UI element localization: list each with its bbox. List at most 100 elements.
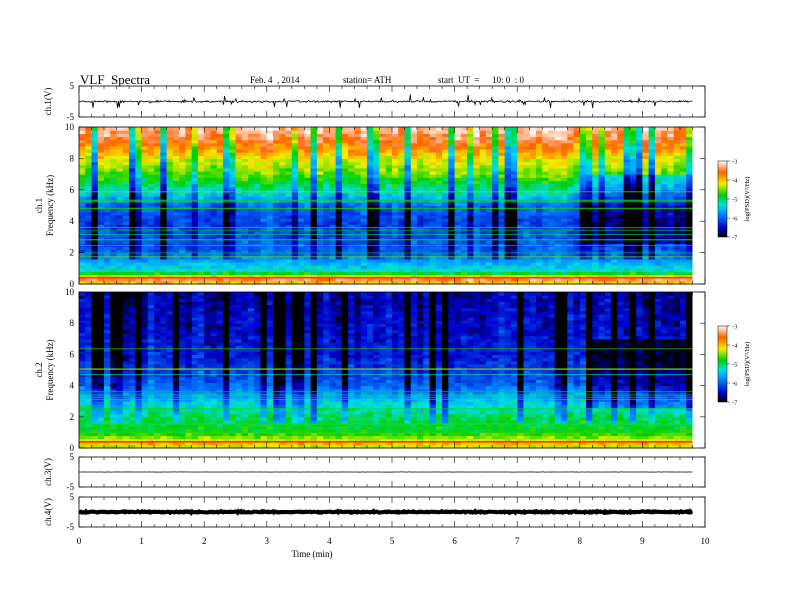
spectrogram-cell bbox=[110, 208, 118, 213]
spectrogram-cell bbox=[629, 161, 637, 166]
spectrogram-cell bbox=[504, 155, 512, 159]
spectrogram-cell bbox=[667, 249, 675, 254]
spectrogram-cell bbox=[454, 230, 462, 235]
spectrogram-cell bbox=[604, 170, 612, 175]
spectrogram-cell bbox=[467, 192, 474, 197]
spectrogram-cell bbox=[241, 236, 249, 241]
spectrogram-cell bbox=[141, 148, 149, 153]
spectrogram-cell bbox=[623, 152, 631, 156]
spectrogram-cell bbox=[679, 127, 687, 131]
spectrogram-cell bbox=[385, 139, 393, 144]
spectrogram-cell bbox=[667, 265, 675, 269]
spectrogram-cell bbox=[122, 205, 130, 210]
spectrogram-cell bbox=[473, 233, 481, 238]
spectrogram-cell bbox=[561, 277, 568, 282]
spectrogram-cell bbox=[567, 236, 575, 241]
spectrogram-cell bbox=[473, 268, 481, 273]
spectrogram-cell bbox=[248, 214, 255, 219]
spectrogram-cell bbox=[592, 177, 600, 181]
spectrogram-cell bbox=[273, 252, 280, 257]
spectrogram-cell bbox=[679, 164, 687, 169]
spectrogram-cell bbox=[498, 148, 506, 153]
spectrogram-cell bbox=[548, 230, 556, 235]
spectrogram-cell bbox=[592, 246, 600, 251]
spectrogram-cell bbox=[604, 258, 612, 263]
spectrogram-cell bbox=[667, 139, 675, 144]
spectrogram-cell bbox=[567, 227, 575, 232]
spectrogram-cell bbox=[510, 277, 518, 282]
spectrogram-cell bbox=[229, 167, 237, 172]
spectrogram-cell bbox=[385, 196, 393, 200]
spectrogram-cell bbox=[579, 180, 587, 185]
spectrogram-cell bbox=[648, 192, 656, 197]
spectrogram-cell bbox=[454, 280, 462, 285]
spectrogram-cell bbox=[404, 161, 412, 166]
spectrogram-cell bbox=[504, 211, 512, 216]
spectrogram-cell bbox=[335, 214, 343, 219]
spectrogram-cell bbox=[686, 208, 694, 213]
spectrogram-cell bbox=[104, 127, 111, 131]
spectrogram-cell bbox=[454, 211, 462, 216]
spectrogram-cell bbox=[542, 152, 550, 156]
spectrogram-cell bbox=[429, 127, 437, 131]
spectrogram-cell bbox=[379, 252, 387, 257]
spectrogram-cell bbox=[410, 145, 418, 150]
spectrogram-cell bbox=[611, 274, 618, 279]
spectrogram-cell bbox=[197, 170, 205, 175]
spectrogram-cell bbox=[323, 224, 330, 229]
spectrogram-cell bbox=[523, 274, 531, 279]
spectrogram-cell bbox=[686, 202, 694, 207]
spectrogram-cell bbox=[617, 227, 625, 232]
spectrogram-cell bbox=[191, 224, 199, 229]
spectrogram-cell bbox=[135, 183, 143, 188]
spectrogram-cell bbox=[423, 218, 431, 222]
spectrogram-cell bbox=[122, 174, 130, 178]
spectrogram-cell bbox=[542, 246, 550, 251]
spectrogram-cell bbox=[510, 196, 518, 200]
spectrogram-cell bbox=[116, 148, 124, 153]
spectrogram-cell bbox=[97, 139, 105, 144]
spectrogram-cell bbox=[435, 158, 443, 163]
spectrogram-cell bbox=[354, 262, 362, 266]
spectrogram-cell bbox=[535, 208, 543, 213]
spectrogram-cell bbox=[91, 252, 99, 257]
spectrogram-cell bbox=[686, 277, 694, 282]
spectrogram-cell bbox=[485, 139, 493, 144]
spectrogram-cell bbox=[335, 152, 343, 156]
spectrogram-cell bbox=[85, 170, 93, 175]
spectrogram-cell bbox=[248, 164, 255, 169]
spectrogram-cell bbox=[335, 252, 343, 257]
spectrogram-cell bbox=[104, 158, 111, 163]
spectrogram-cell bbox=[561, 196, 568, 200]
spectrogram-cell bbox=[529, 280, 537, 285]
spectrogram-cell bbox=[79, 177, 86, 181]
spectrogram-cell bbox=[504, 205, 512, 210]
spectrogram-cell bbox=[410, 170, 418, 175]
spectrogram-cell bbox=[379, 240, 387, 244]
spectrogram-cell bbox=[679, 274, 687, 279]
spectrogram-cell bbox=[185, 227, 193, 232]
spectrogram-cell bbox=[229, 152, 237, 156]
spectrogram-cell bbox=[517, 227, 525, 232]
spectrogram-cell bbox=[291, 142, 299, 147]
spectrogram-cell bbox=[254, 196, 262, 200]
spectrogram-cell bbox=[642, 139, 650, 144]
spectrogram-cell bbox=[141, 221, 149, 225]
spectrogram-cell bbox=[166, 177, 174, 181]
spectrogram-cell bbox=[116, 196, 124, 200]
spectrogram-cell bbox=[179, 214, 187, 219]
spectrogram-cell bbox=[172, 202, 180, 207]
spectrogram-cell bbox=[273, 192, 280, 197]
spectrogram-cell bbox=[492, 268, 500, 273]
spectrogram-cell bbox=[654, 221, 662, 225]
spectrogram-cell bbox=[298, 230, 305, 235]
spectrogram-cell bbox=[667, 127, 675, 131]
spectrogram-cell bbox=[473, 221, 481, 225]
spectrogram-cell bbox=[147, 167, 155, 172]
spectrogram-cell bbox=[479, 214, 487, 219]
spectrogram-cell bbox=[216, 236, 224, 241]
spectrogram-cell bbox=[429, 148, 437, 153]
spectrogram-cell bbox=[535, 227, 543, 232]
spectrogram-cell bbox=[122, 211, 130, 216]
spectrogram-cell bbox=[454, 167, 462, 172]
